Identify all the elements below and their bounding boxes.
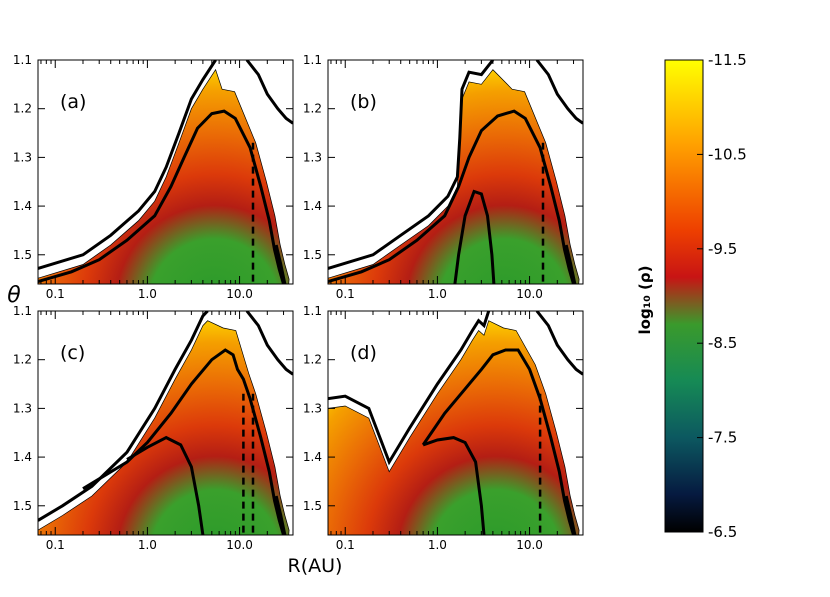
x-tick-label: 1.0 — [138, 538, 157, 552]
y-axis-label: θ — [7, 283, 21, 308]
colorbar-tick-label: -7.5 — [708, 429, 737, 447]
x-tick-label: 10.0 — [226, 538, 253, 552]
y-tick-label: 1.2 — [303, 102, 322, 116]
outer-contour — [274, 244, 287, 284]
inner-contour — [453, 189, 496, 284]
y-tick-label: 1.1 — [303, 304, 322, 318]
colorbar-tick-label: -9.5 — [708, 240, 737, 258]
x-tick-label: 10.0 — [516, 538, 543, 552]
surface-contour — [421, 348, 575, 535]
y-tick-label: 1.5 — [13, 248, 32, 262]
x-tick-label: 1.0 — [138, 287, 157, 301]
colorbar-tick-label: -11.5 — [708, 51, 747, 69]
x-axis-label: R(AU) — [288, 555, 343, 577]
outer-contour — [564, 244, 577, 284]
outer-contour — [274, 495, 287, 535]
y-tick-label: 1.3 — [303, 150, 322, 164]
outer-contour — [564, 495, 577, 535]
x-tick-label: 1.0 — [428, 538, 447, 552]
panel-label: (d) — [350, 342, 377, 364]
y-tick-label: 1.5 — [13, 499, 32, 513]
panel-d: (d) 1.1 1.2 1.3 1.4 1.5 0.1 1.0 10.0 — [303, 304, 584, 552]
density-field — [328, 320, 580, 535]
upper-contour — [328, 60, 495, 270]
inner-contour — [422, 436, 486, 535]
upper-right-contour — [535, 311, 583, 376]
upper-contour — [328, 311, 491, 466]
density-field — [328, 69, 580, 284]
y-tick-label: 1.2 — [13, 353, 32, 367]
y-tick-label: 1.1 — [303, 53, 322, 67]
colorbar-label: log₁₀ (ρ) — [636, 266, 654, 335]
panel-c: (c) 1.1 1.2 1.3 1.4 1.5 0.1 1.0 10.0 — [13, 304, 294, 552]
y-tick-label: 1.4 — [303, 199, 322, 213]
x-tick-label: 0.1 — [46, 287, 65, 301]
colorbar-tick-label: -10.5 — [708, 145, 747, 163]
colorbar: -11.5 -10.5 -9.5 -8.5 -7.5 -6.5 log₁₀ (ρ) — [636, 51, 747, 541]
panel-label: (c) — [60, 342, 85, 364]
x-tick-label: 0.1 — [336, 538, 355, 552]
y-tick-label: 1.3 — [13, 150, 32, 164]
density-field — [38, 320, 290, 535]
y-tick-label: 1.4 — [303, 450, 322, 464]
upper-right-contour — [245, 60, 293, 125]
y-tick-label: 1.5 — [303, 248, 322, 262]
density-field — [38, 68, 290, 284]
x-tick-label: 10.0 — [516, 287, 543, 301]
surface-contour — [38, 109, 285, 284]
upper-right-contour — [535, 60, 583, 125]
surface-contour — [328, 109, 575, 284]
inner-contour — [126, 435, 205, 535]
panel-label: (b) — [350, 91, 377, 113]
upper-contour — [38, 311, 209, 522]
panel-frame — [327, 310, 584, 536]
colorbar-gradient — [664, 59, 704, 533]
y-tick-label: 1.5 — [303, 499, 322, 513]
panel-frame — [327, 59, 584, 285]
x-tick-label: 10.0 — [226, 287, 253, 301]
y-tick-label: 1.2 — [13, 102, 32, 116]
upper-right-contour — [245, 311, 293, 376]
colorbar-tick-label: -8.5 — [708, 334, 737, 352]
y-tick-label: 1.4 — [13, 450, 32, 464]
colorbar-tick-label: -6.5 — [708, 523, 737, 541]
y-tick-label: 1.1 — [13, 304, 32, 318]
panel-b: (b) 1.1 1.2 1.3 1.4 1.5 0.1 1.0 10.0 — [303, 53, 584, 301]
y-tick-label: 1.2 — [303, 353, 322, 367]
x-tick-label: 0.1 — [336, 287, 355, 301]
y-tick-label: 1.1 — [13, 53, 32, 67]
panel-label: (a) — [60, 91, 86, 113]
panel-frame — [37, 59, 294, 285]
x-tick-label: 1.0 — [428, 287, 447, 301]
x-tick-label: 0.1 — [46, 538, 65, 552]
panel-a: (a) 1.1 1.2 1.3 1.4 1.5 0.1 1.0 10.0 — [13, 53, 294, 301]
upper-contour — [38, 60, 217, 270]
y-tick-label: 1.3 — [303, 401, 322, 415]
y-tick-label: 1.3 — [13, 401, 32, 415]
surface-contour — [82, 348, 285, 535]
y-tick-label: 1.4 — [13, 199, 32, 213]
panel-frame — [37, 310, 294, 536]
